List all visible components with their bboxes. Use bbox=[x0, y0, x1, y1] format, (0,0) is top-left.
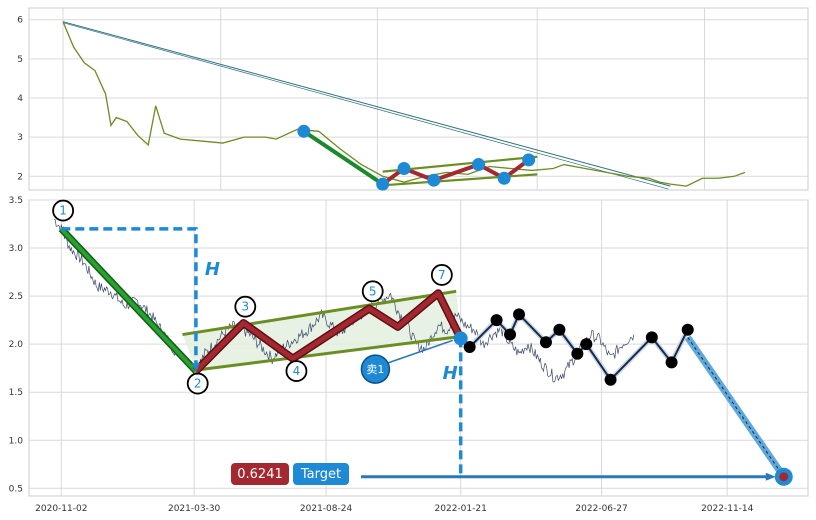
wave-label: 5 bbox=[369, 284, 377, 298]
top-trendline bbox=[62, 21, 671, 187]
target-arrowhead bbox=[765, 472, 776, 481]
post-path-point bbox=[504, 328, 517, 341]
h-label-left: H bbox=[205, 259, 220, 280]
top-wave-marker bbox=[522, 153, 536, 167]
top-channel-lower bbox=[382, 173, 538, 187]
top-wave-marker bbox=[297, 124, 311, 138]
h-label-right: H bbox=[443, 363, 458, 384]
wave-label-circle bbox=[430, 264, 453, 286]
post-path-point bbox=[513, 308, 526, 321]
top-wave-marker bbox=[427, 173, 441, 187]
bottom-y-tick-label: 1.0 bbox=[9, 436, 24, 446]
top-wave-marker bbox=[497, 171, 511, 185]
top-price-line bbox=[62, 21, 746, 187]
post-path-point bbox=[553, 323, 566, 336]
top-y-tick-label: 6 bbox=[17, 16, 23, 26]
wave-label: 2 bbox=[194, 377, 202, 391]
sell-label: 卖1 bbox=[366, 363, 384, 376]
channel-fill bbox=[182, 291, 461, 371]
top-wave-marker bbox=[397, 161, 411, 175]
wave-label: 3 bbox=[241, 300, 249, 314]
target-value: 0.6241 bbox=[237, 467, 283, 482]
bottom-panel: 0.5 1.0 1.5 2.0 2.5 3.0 3.5 H H 卖1 1 2 3 4 5 7 bbox=[9, 196, 809, 497]
wave-label: 7 bbox=[438, 268, 446, 282]
top-wave-marker bbox=[376, 177, 390, 191]
top-y-tick-label: 5 bbox=[17, 55, 23, 65]
x-tick-label: 2020-11-02 bbox=[35, 504, 87, 514]
top-trendline-inner bbox=[62, 22, 669, 190]
wave-label-circle bbox=[361, 280, 384, 303]
breakout-marker bbox=[453, 331, 468, 346]
wave-label-circle bbox=[285, 360, 308, 382]
bottom-y-tick-label: 3.5 bbox=[9, 196, 23, 206]
x-tick-label: 2021-08-24 bbox=[300, 504, 353, 514]
target-label-badge bbox=[293, 463, 349, 485]
post-path-point bbox=[681, 323, 694, 336]
top-y-tick-label: 2 bbox=[17, 172, 23, 182]
target-label: Target bbox=[300, 467, 341, 482]
top-y-tick-label: 4 bbox=[17, 94, 23, 104]
h-measure-left bbox=[61, 227, 198, 372]
channel-lower-line bbox=[195, 334, 461, 372]
h-arrowhead-left bbox=[191, 363, 200, 372]
sell-arrow bbox=[387, 339, 453, 364]
target-marker-core bbox=[779, 472, 789, 482]
post-path-point bbox=[645, 331, 658, 344]
first-leg bbox=[59, 227, 198, 373]
wave-label-circle bbox=[186, 372, 209, 395]
top-panel: 2 3 4 5 6 bbox=[17, 7, 809, 191]
post-path-point bbox=[665, 356, 678, 369]
wave-label-circle bbox=[52, 199, 75, 222]
sell-marker bbox=[360, 354, 391, 384]
wave-label-circle bbox=[234, 295, 257, 318]
wave-path bbox=[194, 290, 463, 373]
bottom-y-tick-label: 2.5 bbox=[9, 292, 23, 302]
target-value-badge bbox=[231, 463, 289, 485]
bottom-y-tick-label: 3.0 bbox=[9, 244, 24, 254]
x-tick-label: 2021-03-30 bbox=[168, 504, 221, 514]
x-axis: 2020-11-02 2021-03-30 2021-08-24 2022-01-21… bbox=[35, 504, 753, 514]
x-tick-label: 2022-06-27 bbox=[575, 504, 627, 514]
post-path-point bbox=[571, 347, 584, 360]
bottom-y-tick-label: 1.5 bbox=[9, 388, 23, 398]
post-path-point bbox=[580, 338, 593, 351]
post-path-point bbox=[463, 341, 476, 354]
post-path-point bbox=[604, 373, 617, 386]
projection-dash bbox=[687, 337, 785, 478]
top-first-leg bbox=[302, 129, 384, 186]
top-plot-area bbox=[28, 7, 809, 191]
wave-label: 1 bbox=[59, 204, 67, 218]
x-tick-label: 2022-11-14 bbox=[701, 504, 754, 514]
channel-upper-line bbox=[182, 289, 457, 337]
bottom-y-tick-label: 2.0 bbox=[9, 340, 24, 350]
bottom-y-tick-label: 0.5 bbox=[9, 484, 23, 494]
target-annotation: 0.6241 Target bbox=[231, 463, 349, 485]
x-tick-label: 2022-01-21 bbox=[435, 504, 487, 514]
post-path-point bbox=[539, 336, 552, 349]
wave-label: 4 bbox=[293, 364, 301, 378]
top-y-tick-label: 3 bbox=[17, 133, 23, 143]
post-path-point bbox=[490, 314, 503, 327]
top-wave-marker bbox=[472, 158, 486, 172]
